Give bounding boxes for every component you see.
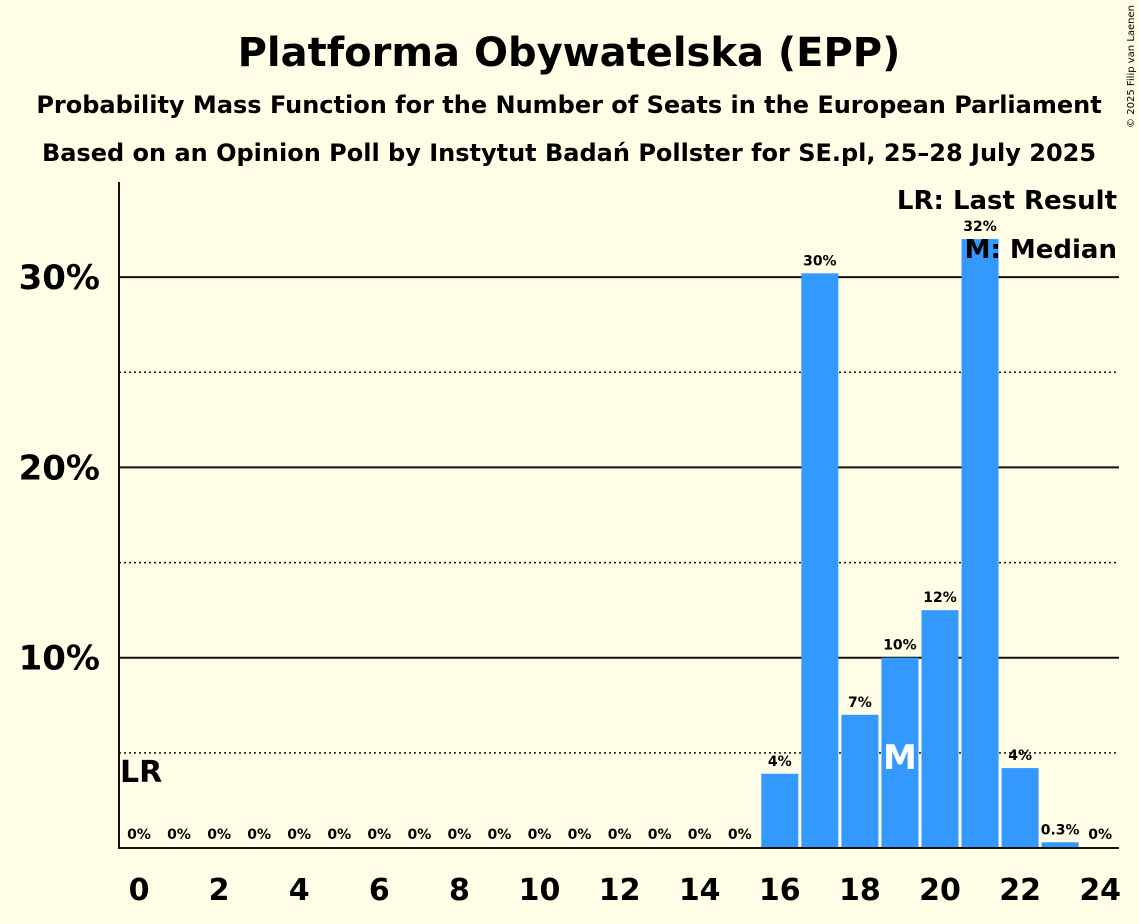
bar: [841, 714, 879, 848]
bar-value-label: 0%: [327, 827, 351, 843]
bar: [961, 239, 999, 849]
bar-value-label: 0%: [688, 827, 712, 843]
bar: [1041, 842, 1079, 848]
x-tick-label: 24: [1079, 873, 1121, 908]
bar-value-label: 12%: [923, 590, 957, 606]
bar-value-label: 4%: [768, 754, 792, 770]
x-tick-label: 0: [129, 873, 150, 908]
x-tick-label: 12: [599, 873, 641, 908]
x-tick-label: 22: [999, 873, 1041, 908]
bar: [881, 657, 919, 848]
x-tick-label: 2: [209, 873, 230, 908]
x-tick-label: 16: [759, 873, 801, 908]
bar-value-label: 30%: [803, 253, 837, 269]
chart-subtitle-1: Probability Mass Function for the Number…: [36, 91, 1101, 119]
bar-value-label: 0%: [247, 827, 271, 843]
bar-value-label: 0%: [207, 827, 231, 843]
bar-value-labels: 0% 0% 0% 0% 0% 0% 0% 0% 0% 0% 0% 0% 0% 0% 0% 0% 4% 30% 7% 1…: [127, 219, 1112, 843]
x-tick-label: 8: [449, 873, 470, 908]
median-marker: M: [883, 738, 917, 778]
chart-subtitle-2: Based on an Opinion Poll by Instytut Bad…: [42, 139, 1096, 167]
chart-title: Platforma Obywatelska (EPP): [238, 30, 901, 76]
x-axis-ticks: 0 2 4 6 8 10 12 14 16 18 20 22 24: [129, 873, 1122, 908]
bar-value-label: 0%: [608, 827, 632, 843]
x-tick-label: 6: [369, 873, 390, 908]
bar-value-label: 10%: [883, 638, 917, 654]
x-tick-label: 14: [679, 873, 721, 908]
bar-value-label: 0%: [287, 827, 311, 843]
y-axis-ticks: 10% 20% 30%: [19, 258, 100, 679]
bar: [761, 773, 799, 848]
copyright-notice: © 2025 Filip van Laenen: [1126, 5, 1137, 128]
bar-value-label: 4%: [1008, 748, 1032, 764]
x-tick-label: 10: [519, 873, 561, 908]
bars: [761, 239, 1079, 849]
bar-value-label: 32%: [963, 219, 997, 235]
bar: [1001, 768, 1039, 848]
bar: [921, 610, 959, 848]
bar-value-label: 0%: [448, 827, 472, 843]
bar-value-label: 0%: [648, 827, 672, 843]
last-result-marker: LR: [120, 755, 162, 790]
legend-median: M: Median: [965, 235, 1117, 265]
bar-value-label: 0%: [367, 827, 391, 843]
bar: [801, 273, 839, 848]
x-tick-label: 20: [919, 873, 961, 908]
bar-value-label: 7%: [848, 695, 872, 711]
y-tick-label: 20%: [19, 448, 100, 488]
bar-value-label: 0%: [1088, 827, 1112, 843]
bar-value-label: 0%: [728, 827, 752, 843]
x-tick-label: 4: [289, 873, 310, 908]
bar-value-label: 0%: [568, 827, 592, 843]
bar-value-label: 0%: [407, 827, 431, 843]
bar-value-label: 0.3%: [1041, 822, 1080, 838]
bar-value-label: 0%: [488, 827, 512, 843]
y-tick-label: 30%: [19, 258, 100, 298]
x-tick-label: 18: [839, 873, 881, 908]
bar-value-label: 0%: [528, 827, 552, 843]
bar-value-label: 0%: [127, 827, 151, 843]
y-tick-label: 10%: [19, 639, 100, 679]
legend-last-result: LR: Last Result: [897, 186, 1117, 216]
bar-value-label: 0%: [167, 827, 191, 843]
